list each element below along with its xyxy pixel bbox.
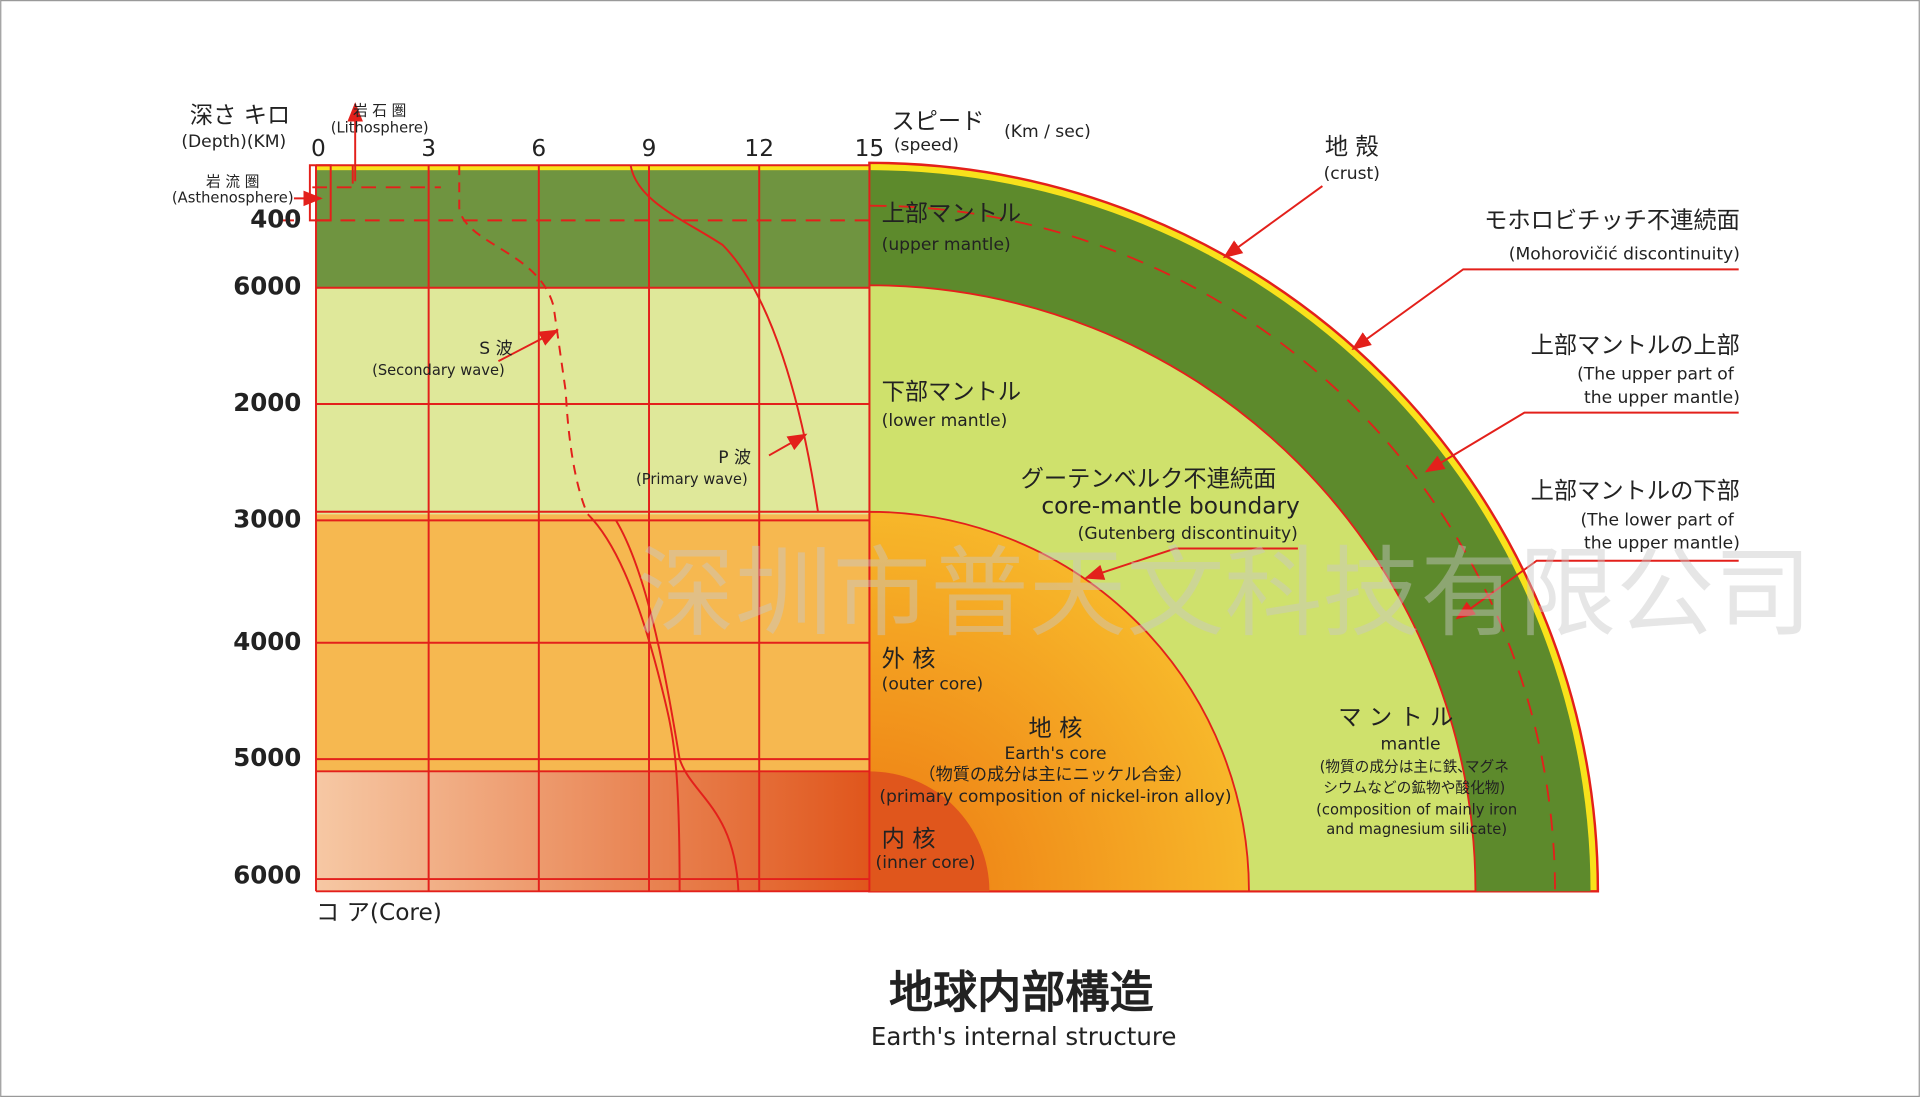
lower-upper: 上部マントルの下部 (1531, 478, 1740, 505)
gutenberg-note: (Gutenberg discontinuity) (1078, 524, 1298, 544)
lower-mantle: 下部マントル (882, 379, 1022, 406)
depth-label: 深さ キロ (190, 102, 290, 129)
watermark: 深圳市普天文科技有限公司 (637, 537, 1812, 651)
crust: 地 殻 (1325, 134, 1379, 161)
upper-mantle-en: (upper mantle) (882, 235, 1011, 255)
grid (308, 164, 871, 893)
lower-upper-en: (The lower part of (1580, 510, 1734, 530)
upper-upper-en: (The upper part of (1577, 365, 1735, 385)
speed-tick: 6 (531, 135, 546, 162)
moho-en: (Mohorovičić discontinuity) (1509, 245, 1740, 265)
asthenosphere-en: (Asthenosphere) (172, 189, 294, 206)
crust-en: (crust) (1324, 164, 1380, 184)
lithosphere-en: (Lithosphere) (331, 120, 429, 137)
depth-tick: 2000 (233, 388, 301, 417)
earth-core-note: （物質の成分は主にニッケル合金） (918, 765, 1192, 785)
depth-tick: 5000 (233, 743, 301, 772)
depth-label-en: (Depth)(KM) (181, 132, 286, 152)
inner-core: 内 核 (882, 825, 936, 852)
lower-mantle-en: (lower mantle) (882, 411, 1008, 431)
earth-section (316, 161, 1600, 893)
mantle-en: mantle (1381, 734, 1441, 754)
p-wave-en: (Primary wave) (636, 471, 748, 488)
earth-core-en: Earth's core (1004, 744, 1106, 764)
mantle-note: (物質の成分は主に鉄､マグネ (1320, 758, 1509, 776)
mantle-note-en: and magnesium silicate) (1326, 821, 1507, 838)
title: 地球内部構造 (889, 967, 1153, 1018)
asthenosphere: 岩 流 圏 (206, 173, 259, 190)
p-wave: P 波 (718, 448, 751, 468)
labels: 深さ キロ (Depth)(KM) スピード (speed) (Km / sec… (172, 102, 1740, 1051)
outer-core-en: (outer core) (882, 674, 984, 694)
depth-tick: 6000 (233, 272, 301, 301)
core-label: コ ア(Core) (316, 899, 442, 926)
upper-mantle: 上部マントル (882, 200, 1022, 227)
earth-core: 地 核 (1029, 715, 1083, 742)
lithosphere: 岩 石 圏 (353, 102, 406, 119)
s-wave-en: (Secondary wave) (372, 362, 505, 379)
speed-tick: 9 (642, 135, 657, 162)
speed-label: スピード (891, 108, 984, 135)
speed-tick: 0 (311, 135, 326, 162)
earth-core-note-en: (primary composition of nickel-iron allo… (879, 787, 1231, 807)
speed-tick: 3 (421, 135, 436, 162)
s-wave: S 波 (479, 339, 512, 359)
mantle: マ ン ト ル (1338, 704, 1453, 731)
mantle-note: シウムなどの鉱物や酸化物) (1323, 778, 1505, 796)
speed-unit: (Km / sec) (1004, 122, 1091, 142)
lower-upper-en: the upper mantle) (1584, 534, 1740, 554)
speed-tick: 12 (744, 135, 774, 162)
speed-tick: 15 (855, 135, 885, 162)
gutenberg-en: core-mantle boundary (1041, 492, 1300, 519)
speed-label-en: (speed) (894, 136, 959, 156)
outer-core: 外 核 (882, 645, 936, 672)
gutenberg: グーテンベルク不連続面 (1021, 465, 1277, 492)
ticks: 0 3 6 9 12 15 400 6000 2000 3000 4000 5000 6000 (233, 135, 884, 890)
depth-tick: 6000 (233, 861, 301, 890)
upper-upper-en: the upper mantle) (1584, 388, 1740, 408)
depth-tick: 400 (250, 204, 301, 233)
callout-lines (281, 102, 1739, 620)
subtitle: Earth's internal structure (871, 1022, 1177, 1051)
depth-tick: 4000 (233, 627, 301, 656)
moho: モホロビチッチ不連続面 (1484, 207, 1740, 234)
depth-tick: 3000 (233, 504, 301, 533)
inner-core-en: (inner core) (876, 853, 976, 873)
mantle-note-en: (composition of mainly iron (1316, 802, 1517, 819)
upper-upper: 上部マントルの上部 (1531, 332, 1740, 359)
